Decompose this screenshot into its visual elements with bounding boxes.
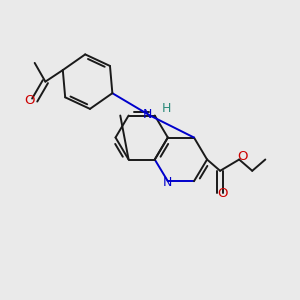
- Text: H: H: [162, 103, 171, 116]
- Text: N: N: [142, 108, 152, 122]
- Text: O: O: [24, 94, 34, 106]
- Text: O: O: [238, 150, 248, 163]
- Text: O: O: [217, 188, 228, 200]
- Text: N: N: [163, 176, 172, 189]
